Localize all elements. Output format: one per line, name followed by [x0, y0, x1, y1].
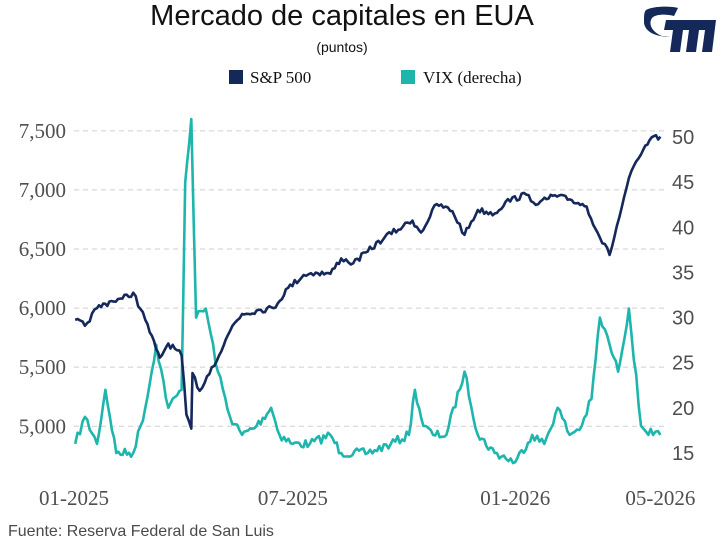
- institution-logo-icon: [644, 6, 716, 52]
- x-tick-label: 01-2025: [39, 486, 109, 510]
- y-right-tick-label: 50: [672, 127, 694, 149]
- plot-area: [73, 117, 662, 465]
- y-left-tick-label: 7,000: [19, 178, 66, 202]
- x-tick-label: 07-2025: [258, 486, 328, 510]
- y-left-tick-label: 6,500: [19, 237, 66, 261]
- y-right-tick-label: 15: [672, 443, 694, 465]
- y-right-tick-label: 20: [672, 398, 694, 420]
- y-left-tick-label: 7,500: [19, 119, 66, 143]
- x-tick-label: 05-2026: [625, 486, 695, 510]
- legend-swatch-vix: [401, 70, 415, 84]
- y-right-tick-label: 30: [672, 308, 694, 330]
- x-axis: 01-2025 07-2025 01-2026 05-2026: [39, 486, 695, 510]
- y-axis-left: 5,000 5,500 6,000 6,500 7,000 7,500: [19, 119, 66, 438]
- legend-label-vix: VIX (derecha): [423, 68, 522, 87]
- series-line-vix: [73, 117, 662, 465]
- y-right-tick-label: 40: [672, 217, 694, 239]
- y-right-tick-label: 45: [672, 172, 694, 194]
- y-axis-right: 15 20 25 30 35 40 45 50: [672, 127, 694, 465]
- chart-subtitle: (puntos): [316, 39, 367, 55]
- x-tick-label: 01-2026: [480, 486, 550, 510]
- y-left-tick-label: 5,500: [19, 355, 66, 379]
- source-note: Fuente: Reserva Federal de San Luis: [8, 523, 274, 540]
- legend-swatch-sp500: [229, 70, 243, 84]
- y-right-tick-label: 25: [672, 353, 694, 375]
- chart-title: Mercado de capitales en EUA: [150, 0, 534, 32]
- y-left-tick-label: 5,000: [19, 414, 66, 438]
- y-left-tick-label: 6,000: [19, 296, 66, 320]
- legend-label-sp500: S&P 500: [250, 68, 311, 87]
- legend: S&P 500 VIX (derecha): [229, 68, 522, 87]
- y-right-tick-label: 35: [672, 262, 694, 284]
- series-line-sp500: [74, 133, 662, 430]
